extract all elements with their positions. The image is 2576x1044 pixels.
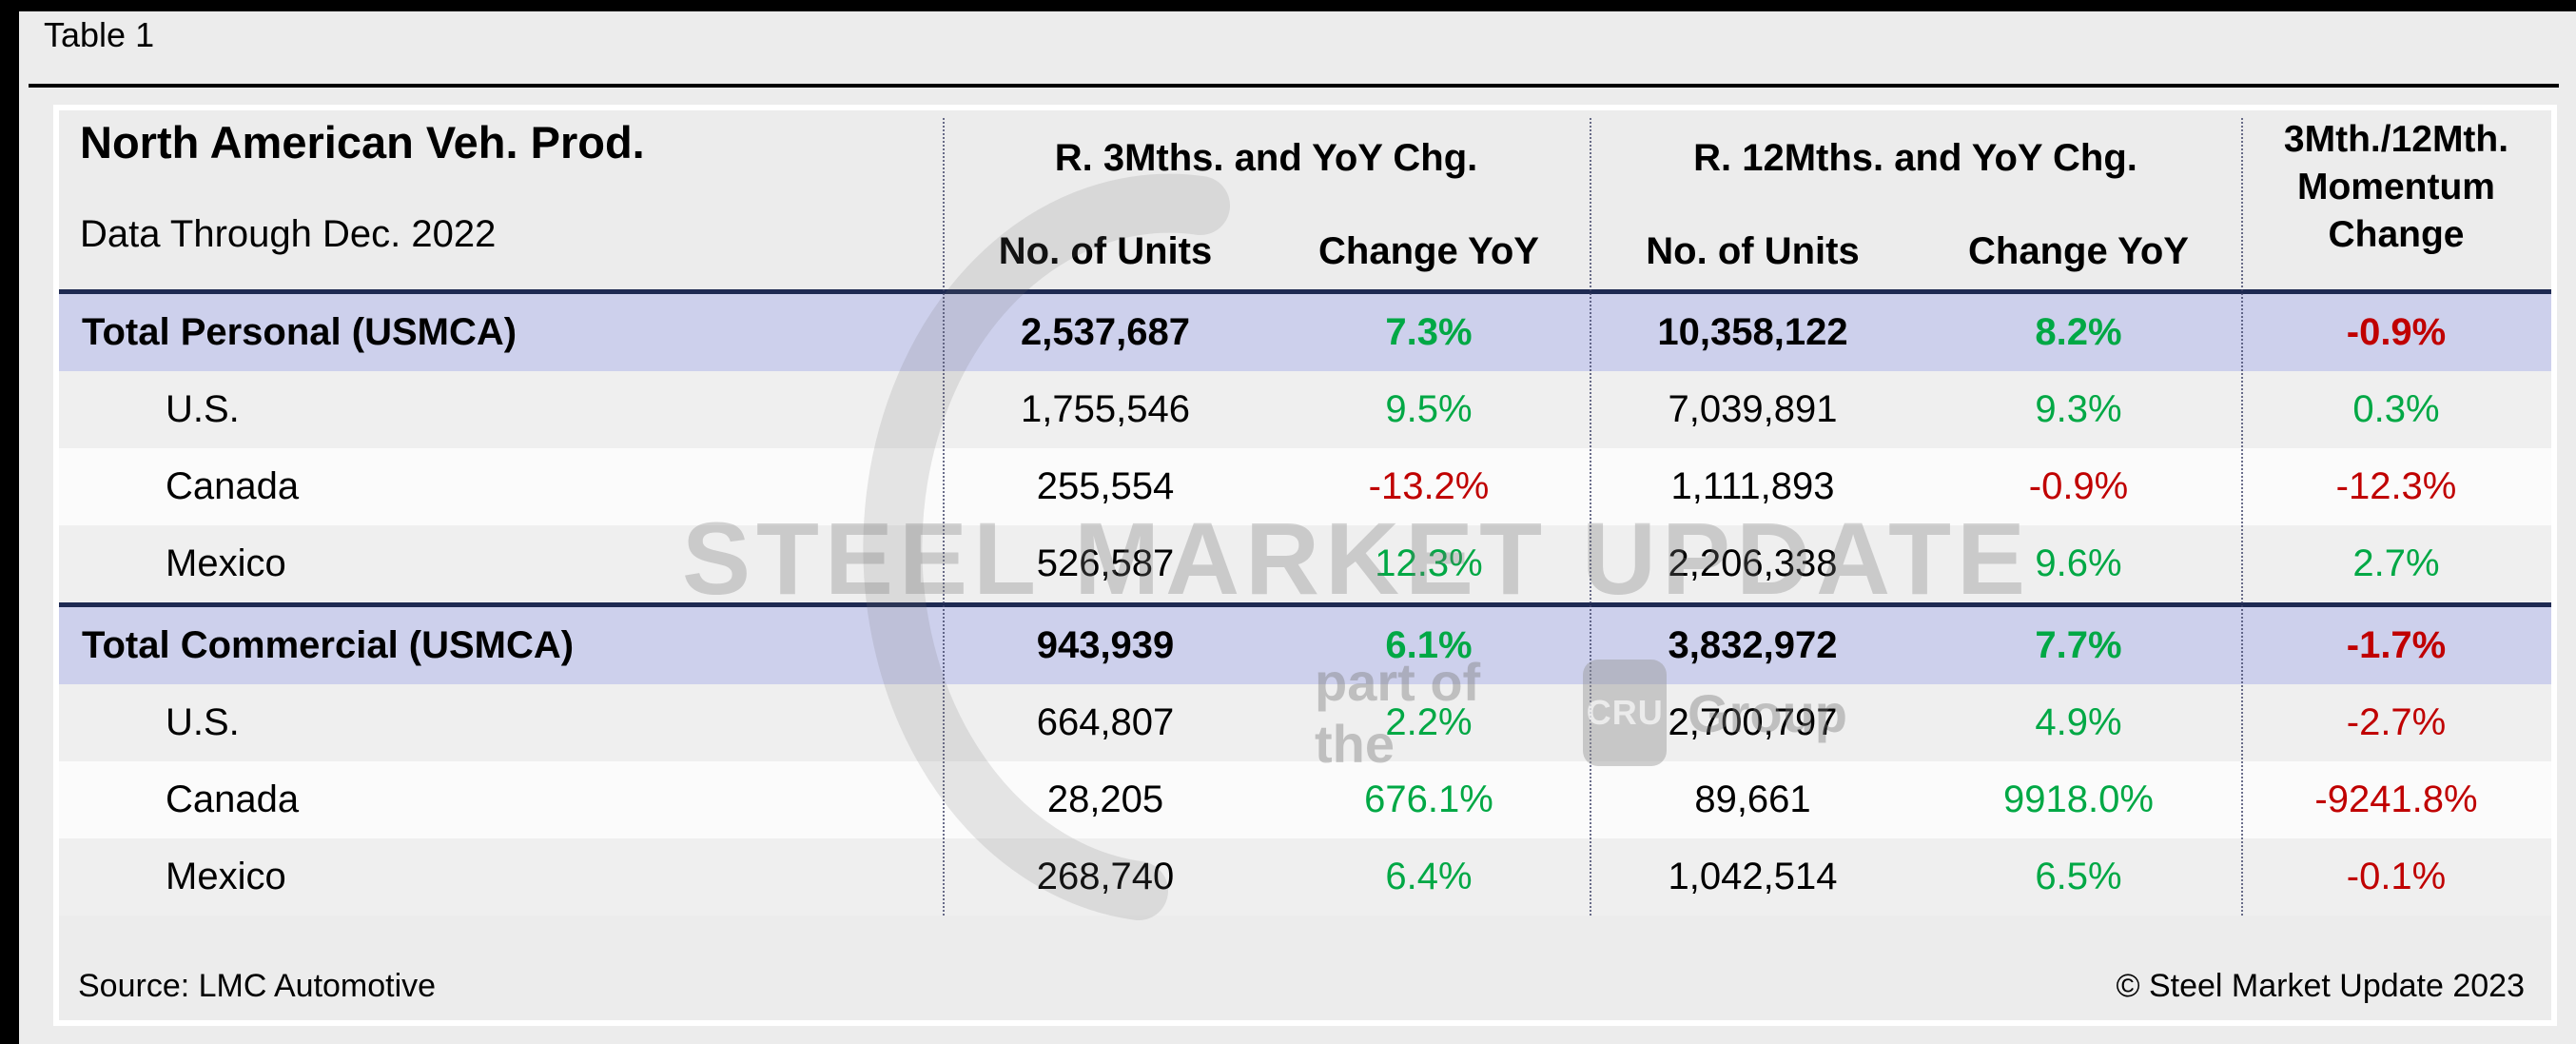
momentum-header-line1: 3Mth./12Mth. <box>2283 119 2509 160</box>
table-tag-label: Table 1 <box>44 15 155 54</box>
column-group-12months: R. 12Mths. and YoY Chg. <box>1693 137 2137 179</box>
column-header-units-3m: No. of Units <box>998 230 1213 272</box>
momentum-value: -12.3% <box>2335 465 2457 507</box>
change-3m-value: 2.2% <box>1385 701 1473 743</box>
row-label: U.S. <box>166 388 240 430</box>
table-title: North American Veh. Prod. <box>80 117 645 167</box>
change-3m-value: 12.3% <box>1375 542 1483 584</box>
change-12m-value: 9.6% <box>2035 542 2122 584</box>
units-12m-value: 89,661 <box>1694 778 1811 820</box>
table-row-personal-us: U.S. 1,755,546 9.5% 7,039,891 9.3% 0.3% <box>59 371 2551 448</box>
change-12m-value: 7.7% <box>2035 624 2122 666</box>
units-12m-value: 10,358,122 <box>1657 311 1848 353</box>
units-12m-value: 2,206,338 <box>1668 542 1838 584</box>
table-row-personal-mexico: Mexico 526,587 12.3% 2,206,338 9.6% 2.7% <box>59 525 2551 602</box>
column-header-units-12m: No. of Units <box>1646 230 1860 272</box>
table-row-total-commercial: Total Commercial (USMCA) 943,939 6.1% 3,… <box>59 607 2551 684</box>
units-3m-value: 2,537,687 <box>1021 311 1190 353</box>
units-12m-value: 1,111,893 <box>1670 465 1835 507</box>
units-3m-value: 255,554 <box>1036 465 1175 507</box>
copyright-note: © Steel Market Update 2023 <box>2116 968 2525 1004</box>
table-row-commercial-mexico: Mexico 268,740 6.4% 1,042,514 6.5% -0.1% <box>59 838 2551 916</box>
units-3m-value: 664,807 <box>1036 701 1175 743</box>
table-row-personal-canada: Canada 255,554 -13.2% 1,111,893 -0.9% -1… <box>59 448 2551 525</box>
source-note: Source: LMC Automotive <box>78 968 437 1004</box>
row-label: Mexico <box>166 856 286 897</box>
units-3m-value: 1,755,546 <box>1021 388 1190 430</box>
units-3m-value: 28,205 <box>1046 778 1164 820</box>
momentum-value: -1.7% <box>2346 624 2447 666</box>
momentum-value: 0.3% <box>2352 388 2440 430</box>
header-divider-line <box>59 289 2551 294</box>
row-label: Mexico <box>166 542 286 584</box>
table-row-commercial-canada: Canada 28,205 676.1% 89,661 9918.0% -924… <box>59 761 2551 838</box>
column-group-momentum: 3Mth./12Mth. Momentum Change <box>2241 116 2551 259</box>
change-3m-value: 6.1% <box>1385 624 1473 666</box>
row-label: U.S. <box>166 701 240 743</box>
column-header-change-3m: Change YoY <box>1318 230 1539 272</box>
column-separator <box>1590 118 1591 916</box>
column-separator <box>943 118 945 916</box>
change-12m-value: 6.5% <box>2035 856 2122 897</box>
change-3m-value: 676.1% <box>1364 778 1493 820</box>
row-label: Canada <box>166 778 300 820</box>
momentum-value: 2.7% <box>2352 542 2440 584</box>
frame-left-border <box>0 0 19 1044</box>
column-group-3months: R. 3Mths. and YoY Chg. <box>1054 137 1478 179</box>
row-label: Total Commercial (USMCA) <box>82 624 575 666</box>
change-3m-value: 9.5% <box>1385 388 1473 430</box>
units-12m-value: 1,042,514 <box>1668 856 1838 897</box>
units-12m-value: 7,039,891 <box>1668 388 1838 430</box>
change-3m-value: -13.2% <box>1368 465 1490 507</box>
units-3m-value: 526,587 <box>1036 542 1175 584</box>
vehicle-production-table: North American Veh. Prod. Data Through D… <box>53 105 2557 1026</box>
change-12m-value: 9918.0% <box>2003 778 2154 820</box>
table-inner: North American Veh. Prod. Data Through D… <box>59 110 2551 1020</box>
row-label: Canada <box>166 465 300 507</box>
change-3m-value: 6.4% <box>1385 856 1473 897</box>
momentum-value: -0.9% <box>2346 311 2447 353</box>
table-subtitle: Data Through Dec. 2022 <box>80 213 497 255</box>
table-row-total-personal: Total Personal (USMCA) 2,537,687 7.3% 10… <box>59 294 2551 371</box>
column-header-change-12m: Change YoY <box>1968 230 2189 272</box>
change-3m-value: 7.3% <box>1385 311 1473 353</box>
section-divider-line <box>59 602 2551 607</box>
momentum-header-line2: Momentum <box>2297 167 2495 207</box>
change-12m-value: 4.9% <box>2035 701 2122 743</box>
tag-divider-rule <box>29 84 2559 88</box>
change-12m-value: 8.2% <box>2035 311 2122 353</box>
frame-top-border <box>0 0 2576 11</box>
momentum-value: -0.1% <box>2346 856 2447 897</box>
column-separator <box>2241 118 2243 916</box>
momentum-value: -9241.8% <box>2314 778 2478 820</box>
momentum-value: -2.7% <box>2346 701 2447 743</box>
units-3m-value: 268,740 <box>1036 856 1175 897</box>
row-label: Total Personal (USMCA) <box>82 311 517 353</box>
change-12m-value: 9.3% <box>2035 388 2122 430</box>
units-12m-value: 2,700,797 <box>1668 701 1838 743</box>
change-12m-value: -0.9% <box>2028 465 2129 507</box>
units-3m-value: 943,939 <box>1036 624 1175 666</box>
table-row-commercial-us: U.S. 664,807 2.2% 2,700,797 4.9% -2.7% <box>59 684 2551 761</box>
units-12m-value: 3,832,972 <box>1668 624 1838 666</box>
momentum-header-line3: Change <box>2328 214 2465 255</box>
